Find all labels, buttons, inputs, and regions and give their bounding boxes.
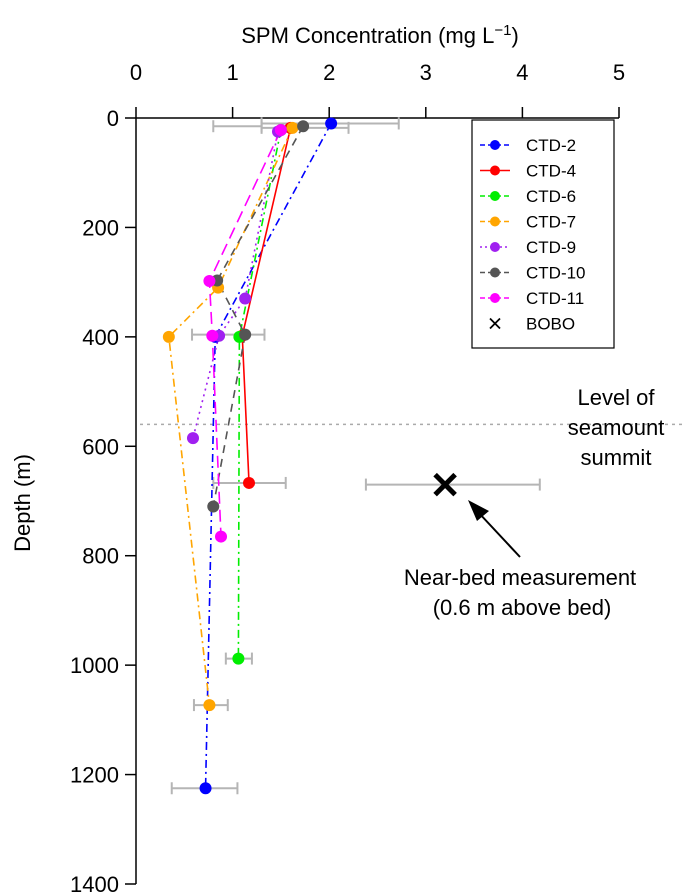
bobo-marker: [433, 472, 457, 497]
chart-title-main: SPM Concentration (mg L: [241, 23, 494, 48]
data-point-ctd-10: [297, 120, 310, 133]
legend-marker-ctd-4: [490, 165, 500, 176]
legend-label-ctd-6: CTD-6: [526, 187, 576, 206]
data-point-ctd-11: [274, 124, 287, 137]
y-axis-label: Depth (m): [10, 454, 35, 552]
series-line-ctd-7: [168, 127, 294, 706]
legend-marker-ctd-2: [490, 140, 500, 150]
data-point-ctd-7: [162, 330, 175, 343]
nearbed-arrow-shaft: [477, 511, 521, 558]
series-line-ctd-9: [192, 131, 279, 439]
series-line-ctd-4: [241, 127, 292, 483]
y-tick-label: 1400: [70, 872, 119, 895]
nearbed-label-line1: Near-bed measurement: [404, 565, 636, 590]
x-axis-ticks: 0 1 2 3 4 5: [130, 60, 625, 118]
y-tick-label: 0: [107, 106, 119, 131]
series-lines: [168, 123, 332, 789]
chart-title-sup: −1: [494, 22, 511, 39]
legend-marker-ctd-9: [490, 242, 500, 252]
data-point-ctd-11: [215, 530, 228, 543]
data-point-ctd-6: [232, 652, 245, 665]
series-line-ctd-2: [204, 123, 332, 789]
legend-label-ctd-11: CTD-11: [526, 289, 584, 308]
chart-title: SPM Concentration (mg L−1): [241, 22, 519, 49]
data-point-ctd-9: [186, 432, 199, 445]
y-tick-label: 1200: [70, 763, 119, 788]
legend-label-ctd-9: CTD-9: [526, 238, 576, 257]
legend-marker-ctd-10: [490, 267, 500, 278]
data-point-ctd-7: [203, 699, 216, 712]
y-tick-label: 1000: [70, 653, 119, 678]
summit-label-line3: summit: [581, 445, 652, 470]
data-point-ctd-11: [203, 275, 216, 288]
data-point-ctd-4: [243, 476, 256, 489]
data-point-ctd-9: [239, 292, 252, 305]
series-line-ctd-10: [212, 125, 304, 507]
x-tick-label: 5: [613, 60, 625, 85]
data-point-ctd-10: [207, 500, 220, 513]
y-tick-label: 800: [82, 544, 119, 569]
legend-label-ctd-4: CTD-4: [526, 162, 576, 181]
legend-marker-bobo: [489, 317, 501, 330]
summit-label-line2: seamount: [568, 415, 665, 440]
legend-box: [471, 119, 615, 349]
legend-label-ctd-2: CTD-2: [526, 136, 576, 155]
legend: CTD-2 CTD-4 CTD-6 CTD-7 CTD-9 CTD-10 CTD-11 BOB…: [471, 119, 615, 349]
data-point-ctd-2: [199, 782, 212, 795]
legend-label-bobo: BOBO: [526, 315, 575, 334]
y-tick-label: 600: [82, 434, 119, 459]
data-point-ctd-7: [286, 121, 299, 134]
chart-title-close: ): [511, 23, 518, 48]
legend-label-ctd-10: CTD-10: [526, 264, 586, 283]
x-tick-label: 3: [420, 60, 432, 85]
y-axis-ticks: 0 200 400 600 800 1000 1200 1400: [70, 106, 136, 895]
data-point-ctd-2: [325, 117, 338, 130]
legend-label-ctd-7: CTD-7: [526, 213, 576, 232]
nearbed-arrow-head: [468, 500, 489, 521]
bobo-x-stroke: [433, 472, 457, 497]
x-tick-label: 0: [130, 60, 142, 85]
x-tick-label: 4: [516, 60, 528, 85]
legend-marker-ctd-7: [490, 216, 500, 227]
x-tick-label: 1: [226, 60, 238, 85]
nearbed-label-line2: (0.6 m above bed): [433, 595, 612, 620]
data-point-ctd-10: [239, 328, 252, 341]
series-points: [162, 117, 338, 795]
y-tick-label: 200: [82, 215, 119, 240]
legend-marker-ctd-6: [490, 191, 500, 201]
x-tick-label: 2: [323, 60, 335, 85]
data-point-ctd-11: [206, 329, 219, 342]
y-tick-label: 400: [82, 325, 119, 350]
summit-label-line1: Level of: [577, 385, 655, 410]
series-line-ctd-11: [208, 129, 282, 537]
legend-marker-ctd-11: [490, 293, 500, 303]
